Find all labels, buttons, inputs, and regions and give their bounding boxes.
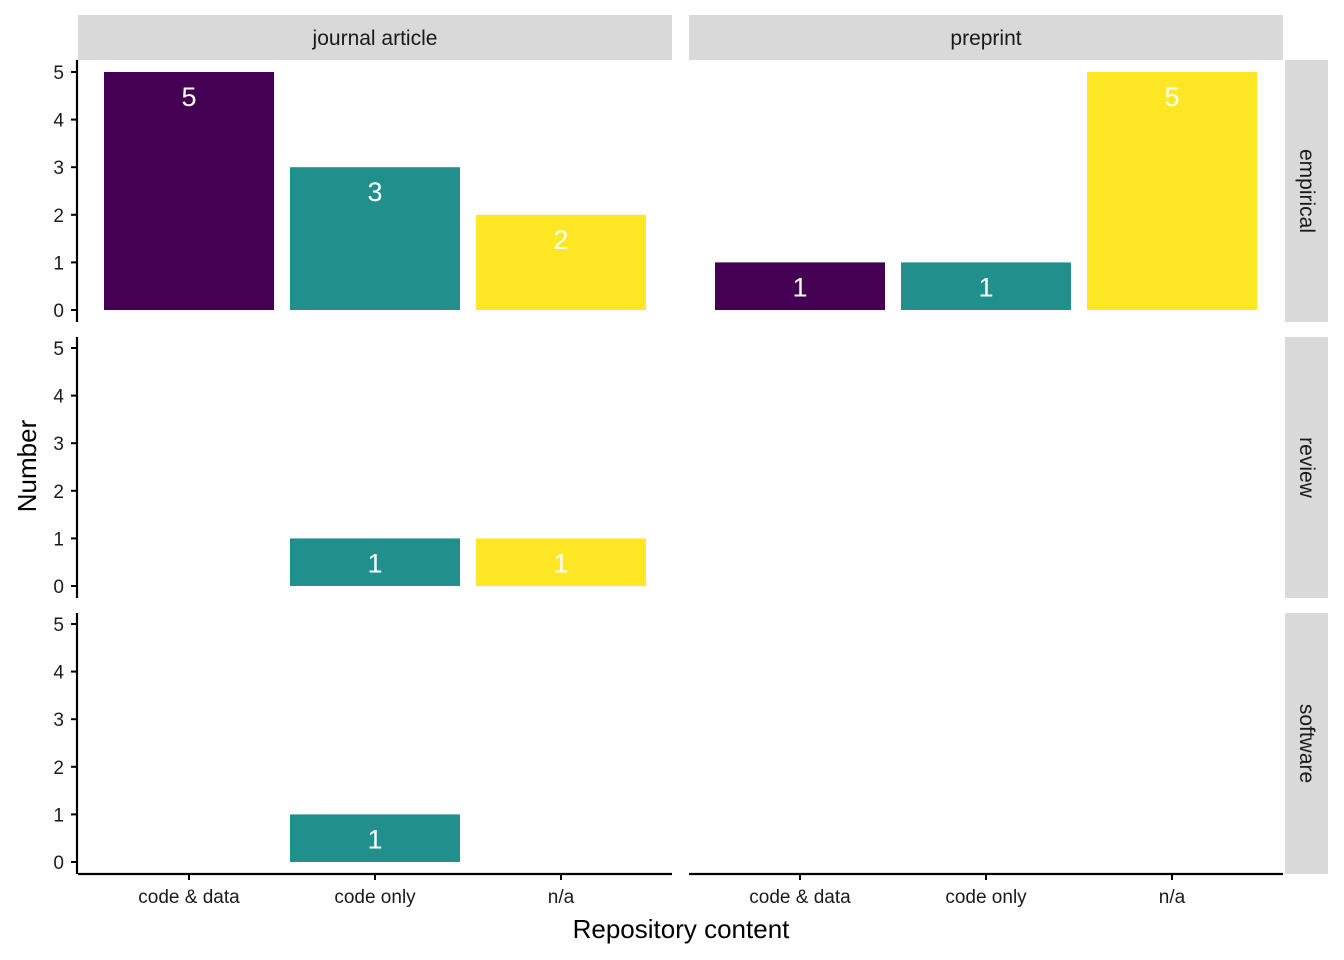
y-tick-label: 1 [53,805,64,826]
y-tick-label: 3 [53,158,64,179]
y-tick-label: 1 [53,529,64,550]
y-axis-title: Number [12,419,42,512]
y-tick-label: 0 [53,301,64,322]
bar-value-label: 5 [1164,82,1179,112]
facet-strips: journal article preprint empirical review so… [78,15,1328,874]
x-tick-label: code only [334,887,416,908]
y-tick-label: 2 [53,758,64,779]
x-tick-label: code only [945,887,1027,908]
x-tick-label: code & data [749,887,851,908]
row-strip [1285,60,1328,322]
y-tick-label: 0 [53,853,64,874]
y-tick-label: 5 [53,63,64,84]
y-tick-label: 3 [53,710,64,731]
y-tick-label: 4 [53,111,64,132]
bar [290,167,460,310]
y-tick-label: 0 [53,577,64,598]
x-tick-label: n/a [548,887,575,908]
y-tick-label: 4 [53,387,64,408]
bar-value-label: 1 [978,272,993,302]
column-strip [689,15,1283,60]
bar-value-label: 1 [367,824,382,854]
y-tick-label: 2 [53,206,64,227]
row-strip [1285,337,1328,598]
row-strip-label: software [1295,704,1318,783]
y-tick-label: 4 [53,663,64,684]
column-strip-label: preprint [950,27,1021,50]
column-strip [78,15,672,60]
x-tick-label: n/a [1159,887,1186,908]
bar [290,538,460,586]
column-strip-label: journal article [312,27,438,50]
bar [476,538,646,586]
bar [715,262,885,310]
y-tick-label: 2 [53,482,64,503]
bar [476,214,646,310]
bar [1087,72,1257,310]
bar-value-label: 5 [181,82,196,112]
y-tick-label: 1 [53,253,64,274]
bar-value-label: 1 [553,548,568,578]
bar [901,262,1071,310]
row-strip-label: review [1295,437,1318,499]
bars: 5 3 2 1 1 5 1 1 1 [104,72,1257,862]
y-tick-label: 5 [53,615,64,636]
row-strip-label: empirical [1295,149,1318,233]
bar-value-label: 2 [553,225,568,255]
bar-value-label: 1 [367,548,382,578]
axes: 0 1 2 3 4 5 0 1 2 3 4 5 0 1 2 3 4 5 code & data code only n/… [53,60,1283,908]
bar-value-label: 3 [367,177,382,207]
x-tick-label: code & data [138,887,240,908]
x-axis-title: Repository content [573,914,791,944]
bar-value-label: 1 [792,272,807,302]
y-tick-label: 3 [53,434,64,455]
bar [290,814,460,862]
row-strip [1285,613,1328,874]
y-tick-label: 5 [53,339,64,360]
bar [104,72,274,310]
